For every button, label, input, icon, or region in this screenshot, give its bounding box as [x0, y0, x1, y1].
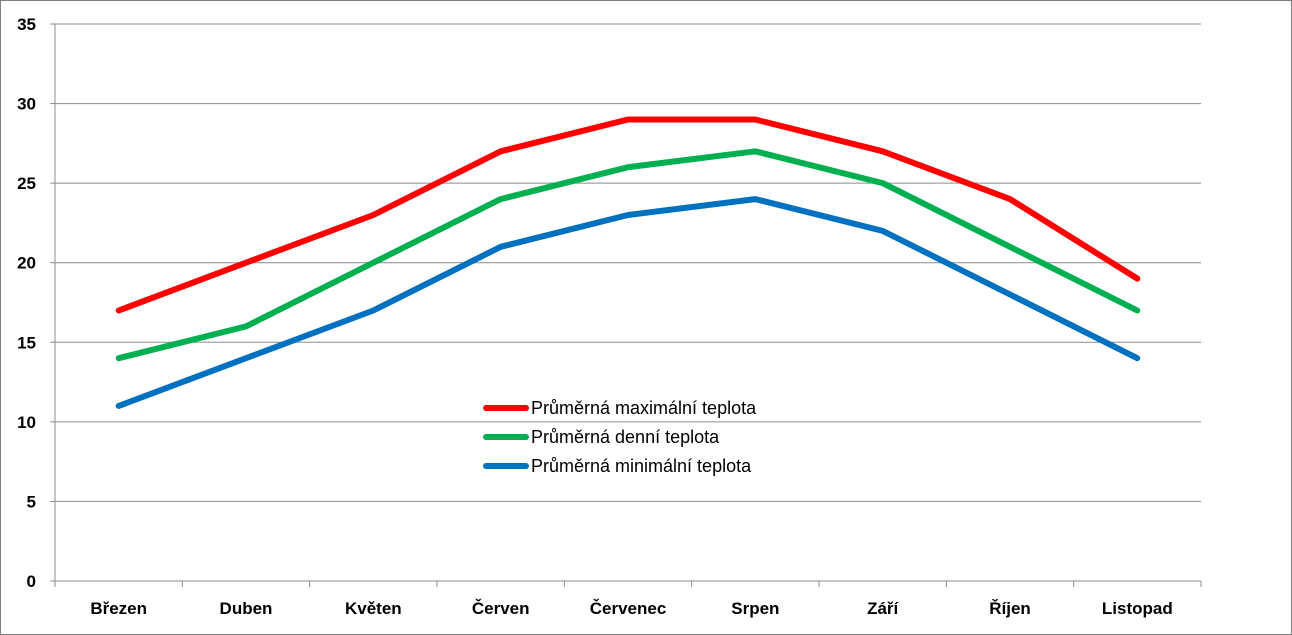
series-line — [115, 196, 1141, 409]
y-tick-label: 25 — [17, 174, 36, 193]
legend-label: Průměrná maximální teplota — [531, 398, 757, 418]
x-tick-label: Červen — [472, 599, 530, 618]
y-tick-label: 30 — [17, 95, 36, 114]
x-tick-label: Srpen — [731, 599, 779, 618]
x-tick-label: Březen — [90, 599, 147, 618]
x-tick-label: Červenec — [590, 599, 667, 618]
y-tick-label: 35 — [17, 15, 36, 34]
series-line — [115, 116, 1141, 314]
x-tick-label: Duben — [220, 599, 273, 618]
x-tick-label: Listopad — [1102, 599, 1173, 618]
x-tick-label: Říjen — [989, 599, 1031, 618]
y-tick-label: 10 — [17, 413, 36, 432]
y-tick-label: 0 — [27, 572, 36, 591]
x-tick-label: Září — [867, 599, 899, 618]
legend-label: Průměrná denní teplota — [531, 427, 720, 447]
x-tick-label: Květen — [345, 599, 402, 618]
y-tick-label: 15 — [17, 333, 36, 352]
y-tick-label: 5 — [27, 492, 36, 511]
series-line — [115, 148, 1141, 362]
legend-label: Průměrná minimální teplota — [531, 456, 752, 476]
y-tick-label: 20 — [17, 254, 36, 273]
